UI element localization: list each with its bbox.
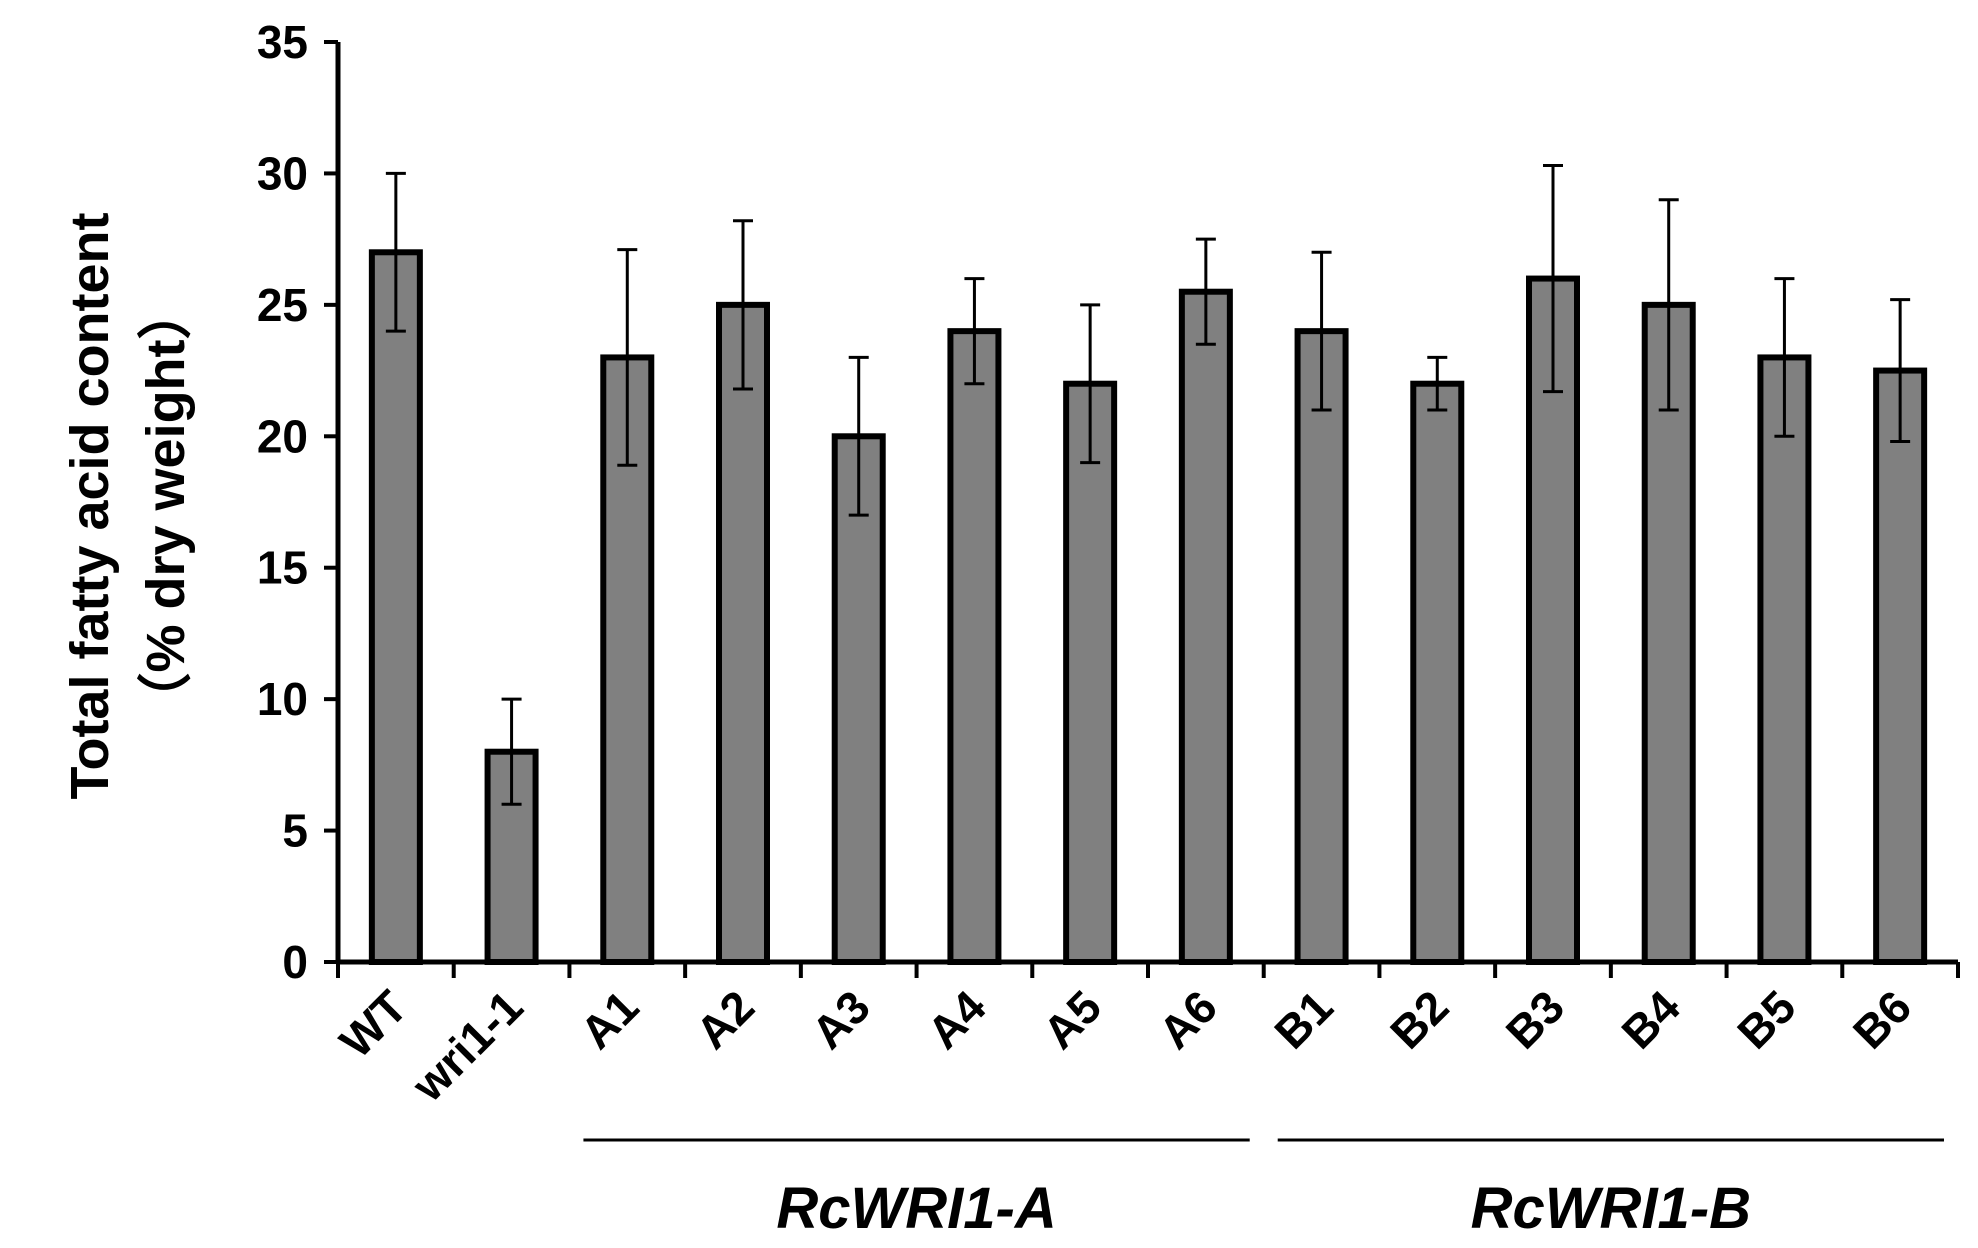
y-tick-label: 5 (282, 805, 308, 857)
bar-b5 (1757, 354, 1812, 965)
x-tick-label-a5: A5 (1033, 980, 1111, 1058)
group-label-2: RcWRI1-B (1471, 1176, 1751, 1241)
x-tick-label-b4: B4 (1611, 980, 1690, 1059)
x-tick-label-a1: A1 (570, 980, 648, 1058)
x-tick-label-wri1-1: wri1-1 (401, 980, 532, 1111)
y-tick-label: 35 (257, 16, 308, 68)
bar-b6 (1873, 367, 1928, 966)
x-tick-label-b1: B1 (1264, 980, 1342, 1058)
x-tick-label-a2: A2 (686, 980, 764, 1058)
bar-a2 (716, 301, 770, 966)
x-tick-label-a3: A3 (801, 980, 879, 1058)
bar-a5 (1063, 380, 1118, 965)
y-axis-title-line2: （% dry weight） (136, 285, 196, 726)
bar-a4 (947, 328, 1002, 965)
x-tick-label-a6: A6 (1149, 980, 1227, 1058)
x-tick-label-wt: WT (330, 980, 417, 1067)
group-label-1: RcWRI1-A (776, 1176, 1056, 1241)
bar-b2 (1410, 380, 1465, 965)
bar-b1 (1294, 328, 1349, 965)
bar-wt (368, 249, 423, 966)
x-tick-label-b5: B5 (1727, 980, 1805, 1058)
y-tick-label: 15 (257, 542, 308, 594)
x-tick-label-b3: B3 (1496, 980, 1574, 1058)
y-tick-label: 25 (257, 279, 308, 331)
y-tick-label: 20 (257, 410, 308, 462)
x-tick-label-b6: B6 (1843, 980, 1921, 1058)
bar-a6 (1178, 288, 1233, 965)
x-tick-label-b2: B2 (1380, 980, 1458, 1058)
x-tick-label-a4: A4 (917, 980, 996, 1059)
y-tick-label: 30 (257, 147, 308, 199)
y-axis-title-line1: Total fatty acid content (60, 212, 120, 799)
y-axis-title: Total fatty acid content （% dry weight） (60, 212, 196, 799)
y-tick-label: 0 (282, 936, 308, 988)
y-tick-label: 10 (257, 673, 308, 725)
